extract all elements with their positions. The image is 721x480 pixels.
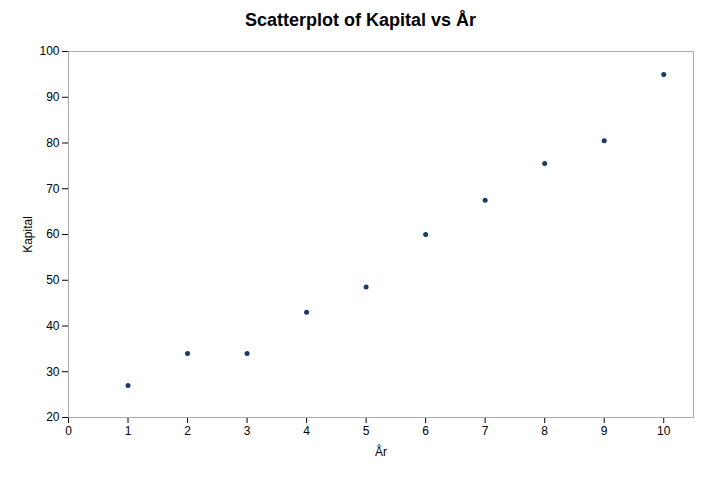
svg-text:År: År: [375, 444, 387, 459]
svg-text:9: 9: [601, 424, 608, 438]
svg-text:4: 4: [303, 424, 310, 438]
html-text:Scatterplot of Kapital vs År: Scatterplot of Kapital vs År: [245, 10, 476, 30]
svg-text:3: 3: [244, 424, 251, 438]
svg-text:100: 100: [39, 44, 59, 58]
svg-text:1: 1: [125, 424, 132, 438]
svg-text:2: 2: [184, 424, 191, 438]
svg-text:10: 10: [657, 424, 671, 438]
svg-text:6: 6: [422, 424, 429, 438]
svg-text:30: 30: [46, 365, 60, 379]
svg-text:Kapital: Kapital: [21, 216, 35, 253]
svg-text:70: 70: [46, 182, 60, 196]
svg-text:7: 7: [482, 424, 489, 438]
svg-text:0: 0: [65, 424, 72, 438]
svg-text:50: 50: [46, 273, 60, 287]
svg-text:8: 8: [541, 424, 548, 438]
svg-text:5: 5: [363, 424, 370, 438]
svg-text:90: 90: [46, 90, 60, 104]
svg-text:60: 60: [46, 227, 60, 241]
svg-text:80: 80: [46, 136, 60, 150]
svg-text:20: 20: [46, 410, 60, 424]
svg-text:40: 40: [46, 319, 60, 333]
